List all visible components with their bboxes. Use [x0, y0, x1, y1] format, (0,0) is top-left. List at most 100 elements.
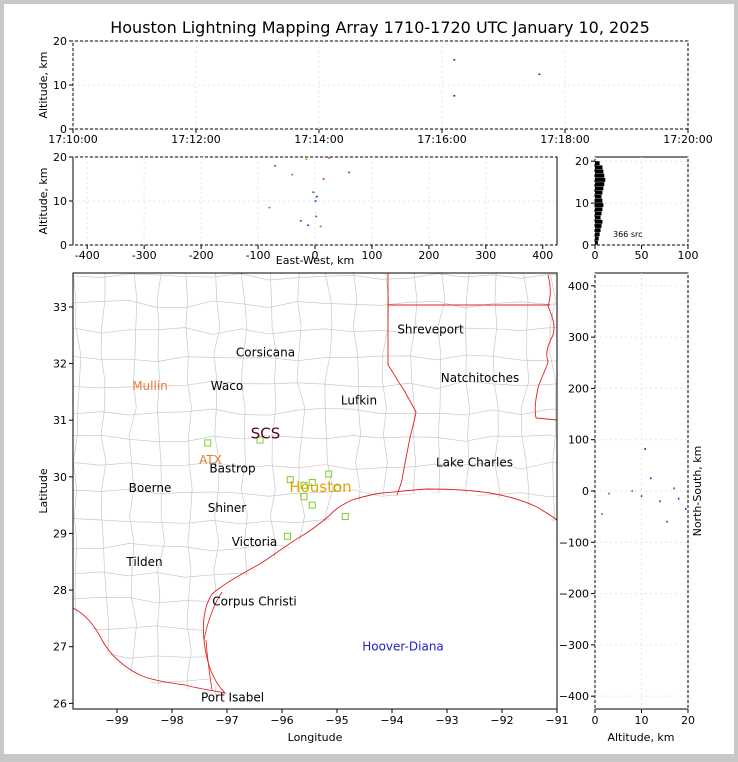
x-tick-label: −93 [435, 714, 458, 727]
histogram-bar [595, 220, 602, 224]
histogram-bar [595, 161, 600, 165]
x-tick-label: 17:10:00 [48, 133, 97, 146]
x-tick-label: 17:14:00 [294, 133, 343, 146]
x-tick-label: 300 [475, 249, 496, 262]
y-tick-label: 10 [575, 197, 589, 210]
source-point [453, 95, 455, 97]
source-point [659, 500, 661, 502]
x-tick-label: −97 [215, 714, 238, 727]
y-tick-label: 29 [53, 527, 67, 540]
y-tick-label: 100 [568, 434, 589, 447]
city-label: Bastrop [209, 461, 255, 475]
source-point [328, 157, 330, 159]
x-tick-label: 50 [635, 249, 649, 262]
panel-b-xlabel: East-West, km [276, 254, 354, 267]
city-label: Lufkin [341, 393, 377, 407]
histogram-bar [595, 195, 602, 199]
city-label: Houston [289, 478, 351, 496]
histogram-bar [595, 207, 602, 211]
x-tick-label: 0 [592, 714, 599, 727]
y-tick-label: 0 [582, 485, 589, 498]
x-tick-label: 20 [681, 714, 695, 727]
histogram-bar [595, 186, 603, 190]
city-label: Tilden [125, 555, 162, 569]
source-point [315, 200, 317, 202]
city-label: Boerne [129, 481, 172, 495]
city-label: Corsicana [236, 345, 295, 359]
x-tick-label: 17:18:00 [540, 133, 589, 146]
figure-title: Houston Lightning Mapping Array 1710-172… [110, 18, 650, 37]
source-point [631, 490, 633, 492]
y-tick-label: 0 [60, 123, 67, 136]
source-count-annotation: 366 src [613, 230, 643, 239]
y-tick-label: 26 [53, 697, 67, 710]
source-point [315, 216, 317, 218]
city-label: Hoover-Diana [362, 640, 444, 654]
source-point [320, 226, 322, 228]
x-tick-label: 17:16:00 [417, 133, 466, 146]
source-point [274, 165, 276, 167]
histogram-bar [595, 228, 601, 232]
source-point [291, 174, 293, 176]
histogram-bar [595, 174, 604, 178]
x-tick-label: −99 [105, 714, 128, 727]
source-point [268, 207, 270, 209]
source-point [673, 487, 675, 489]
x-tick-label: -100 [246, 249, 271, 262]
source-point [608, 493, 610, 495]
panel-e-xlabel: Altitude, km [607, 731, 674, 744]
city-label: Victoria [232, 535, 278, 549]
y-tick-label: 0 [582, 239, 589, 252]
source-point [348, 172, 350, 174]
x-tick-label: -200 [189, 249, 214, 262]
histogram-bar [595, 224, 602, 228]
y-tick-label: 10 [53, 195, 67, 208]
panel-b-ylabel: Altitude, km [37, 167, 50, 234]
x-tick-label: 17:20:00 [663, 133, 712, 146]
y-tick-label: 0 [60, 239, 67, 252]
y-tick-label: 400 [568, 280, 589, 293]
source-point [644, 448, 646, 450]
y-tick-label: 28 [53, 584, 67, 597]
y-tick-label: 20 [53, 151, 67, 164]
city-label: Port Isabel [201, 691, 264, 705]
panel-e-ylabel: North-South, km [691, 446, 704, 537]
y-tick-label: −200 [559, 588, 589, 601]
y-tick-label: 300 [568, 331, 589, 344]
x-tick-label: −96 [270, 714, 293, 727]
map-ylabel: Latitude [37, 468, 50, 514]
city-label: SCS [251, 424, 281, 442]
y-tick-label: 20 [53, 35, 67, 48]
x-tick-label: −95 [325, 714, 348, 727]
city-label: Natchitoches [441, 371, 519, 385]
source-point [678, 498, 680, 500]
source-point [316, 196, 318, 198]
x-tick-label: −98 [160, 714, 183, 727]
source-point [300, 220, 302, 222]
x-tick-label: 100 [361, 249, 382, 262]
city-label: Shiner [208, 501, 247, 515]
histogram-bar [595, 237, 599, 241]
histogram-bar [595, 232, 600, 236]
x-tick-label: 10 [635, 714, 649, 727]
source-point [312, 191, 314, 193]
histogram-bar [595, 165, 602, 169]
y-tick-label: −100 [559, 536, 589, 549]
histogram-bar [595, 203, 603, 207]
y-tick-label: 27 [53, 641, 67, 654]
panel-a-ylabel: Altitude, km [37, 51, 50, 118]
city-label: Waco [211, 379, 243, 393]
y-tick-label: 10 [53, 79, 67, 92]
source-point [453, 59, 455, 61]
source-point [641, 495, 643, 497]
x-tick-label: −94 [380, 714, 403, 727]
y-tick-label: −400 [559, 690, 589, 703]
x-tick-label: 200 [418, 249, 439, 262]
city-label: Lake Charles [436, 456, 513, 470]
y-tick-label: −300 [559, 639, 589, 652]
histogram-bar [595, 191, 602, 195]
histogram-bar [595, 182, 604, 186]
source-point [323, 178, 325, 180]
x-tick-label: −92 [490, 714, 513, 727]
